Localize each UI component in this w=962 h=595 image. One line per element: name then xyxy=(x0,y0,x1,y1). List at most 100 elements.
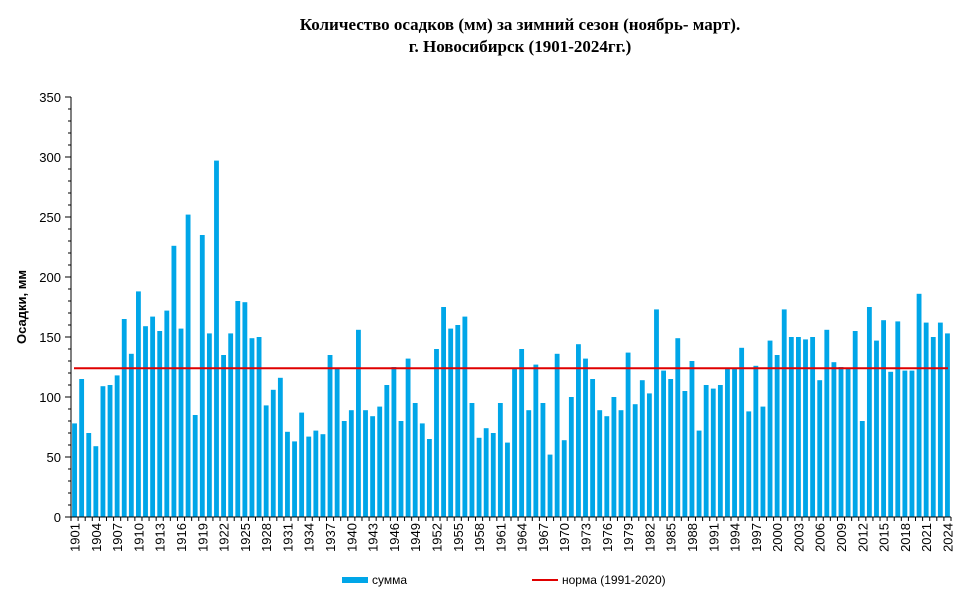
chart-title: Количество осадков (мм) за зимний сезон … xyxy=(0,14,962,58)
bar-1902 xyxy=(79,379,85,517)
bar-1994 xyxy=(732,368,737,517)
bar-1905 xyxy=(100,386,106,517)
bar-1954 xyxy=(448,328,454,517)
bar-1931 xyxy=(285,431,290,517)
bar-1944 xyxy=(377,406,383,517)
bar-1999 xyxy=(767,340,773,517)
bar-2002 xyxy=(788,337,794,517)
bar-1989 xyxy=(696,430,702,517)
x-tick-label: 1916 xyxy=(174,523,189,552)
bar-1903 xyxy=(86,433,92,517)
bar-1934 xyxy=(306,436,312,517)
bar-1949 xyxy=(412,403,418,517)
x-tick-label: 1943 xyxy=(366,523,381,552)
bar-2007 xyxy=(824,329,830,517)
x-ticks: 1901 1904 1907 1910 1913 1916 1919 1922 1925 1928… xyxy=(68,517,955,552)
bar-1928 xyxy=(263,405,269,517)
bar-1941 xyxy=(356,329,361,517)
bar-1930 xyxy=(277,377,283,517)
bar-1971 xyxy=(568,397,574,517)
bar-1997 xyxy=(753,365,759,517)
bar-1938 xyxy=(334,368,340,517)
bar-1929 xyxy=(270,389,276,517)
bar-1901 xyxy=(72,423,77,517)
bar-2004 xyxy=(803,339,808,517)
bar-1946 xyxy=(391,367,397,517)
bar-1943 xyxy=(370,416,376,517)
bar-1976 xyxy=(604,416,610,517)
x-tick-label: 1952 xyxy=(429,523,444,552)
bar-1918 xyxy=(192,415,198,517)
x-tick-label: 1955 xyxy=(451,523,466,552)
bar-2011 xyxy=(852,331,858,517)
bar-1906 xyxy=(107,385,113,517)
bar-1962 xyxy=(505,442,510,517)
x-tick-label: 1910 xyxy=(131,523,146,552)
x-tick-label: 2009 xyxy=(834,523,849,552)
bar-2017 xyxy=(895,321,901,517)
bar-1978 xyxy=(618,410,624,517)
x-tick-label: 1940 xyxy=(344,523,359,552)
bar-1970 xyxy=(561,440,567,517)
bar-1911 xyxy=(143,326,148,517)
bar-1907 xyxy=(114,375,120,517)
bar-2013 xyxy=(866,307,872,517)
bar-series xyxy=(72,160,950,518)
bar-1973 xyxy=(583,358,588,517)
bar-2001 xyxy=(781,309,787,517)
legend-label-norm: норма (1991-2020) xyxy=(562,573,666,587)
x-tick-label: 2000 xyxy=(770,523,785,552)
x-tick-label: 2018 xyxy=(898,523,913,552)
x-tick-label: 1928 xyxy=(259,523,274,552)
bar-1995 xyxy=(739,347,745,517)
x-tick-label: 1964 xyxy=(515,523,530,552)
bar-1980 xyxy=(632,404,638,517)
bar-1957 xyxy=(469,403,475,517)
y-tick-label: 100 xyxy=(39,390,61,405)
bar-1993 xyxy=(725,368,730,517)
x-tick-label: 1913 xyxy=(153,523,168,552)
bar-2010 xyxy=(845,368,851,517)
bar-1914 xyxy=(164,310,170,517)
bar-1919 xyxy=(199,235,205,517)
bar-1979 xyxy=(625,352,631,517)
bar-1925 xyxy=(242,302,248,517)
x-tick-label: 1997 xyxy=(749,523,764,552)
x-tick-label: 1922 xyxy=(217,523,232,552)
x-tick-label: 1946 xyxy=(387,523,402,552)
bar-1956 xyxy=(462,316,468,517)
bar-1959 xyxy=(483,428,489,517)
bar-1912 xyxy=(150,316,156,517)
bar-1965 xyxy=(526,410,532,517)
bar-1932 xyxy=(292,441,297,517)
bar-1942 xyxy=(363,410,368,517)
bar-1984 xyxy=(661,370,666,517)
x-tick-label: 2024 xyxy=(940,523,955,552)
x-tick-label: 1982 xyxy=(642,523,657,552)
x-tick-label: 1949 xyxy=(408,523,423,552)
bar-1966 xyxy=(533,364,539,517)
bar-1955 xyxy=(455,325,461,517)
bar-1985 xyxy=(668,379,674,517)
bar-2008 xyxy=(831,362,837,517)
bar-1983 xyxy=(654,309,659,517)
x-tick-label: 1985 xyxy=(664,523,679,552)
bar-2018 xyxy=(902,370,908,517)
bar-1950 xyxy=(419,423,425,517)
bar-2022 xyxy=(930,337,936,517)
bar-1974 xyxy=(590,379,596,517)
y-tick-label: 300 xyxy=(39,150,61,165)
bar-2000 xyxy=(774,355,780,517)
y-tick-label: 150 xyxy=(39,330,61,345)
bar-1981 xyxy=(639,380,645,517)
y-tick-label: 50 xyxy=(47,450,61,465)
bar-1913 xyxy=(157,331,163,517)
y-tick-label: 250 xyxy=(39,210,61,225)
x-tick-label: 2015 xyxy=(877,523,892,552)
y-tick-label: 200 xyxy=(39,270,61,285)
y-axis-label: Осадки, мм xyxy=(14,270,29,344)
bar-1964 xyxy=(519,349,525,517)
x-tick-label: 1904 xyxy=(89,523,104,552)
bar-2014 xyxy=(874,340,879,517)
bar-1977 xyxy=(611,397,617,517)
